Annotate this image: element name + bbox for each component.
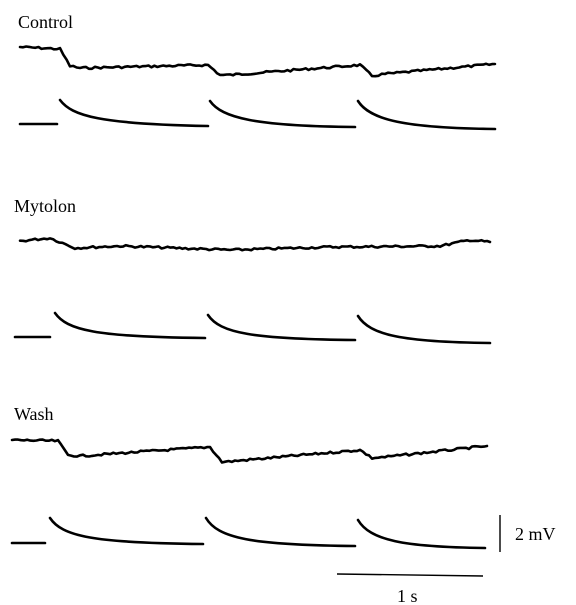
trace bbox=[18, 98, 497, 131]
panel-label: Control bbox=[18, 12, 73, 32]
scale-bar-label: 1 s bbox=[397, 586, 418, 605]
trace bbox=[18, 45, 497, 78]
panel-label: Wash bbox=[14, 404, 54, 424]
trace bbox=[18, 237, 492, 252]
trace bbox=[10, 438, 489, 464]
scale-bar-label: 2 mV bbox=[515, 524, 556, 544]
trace bbox=[13, 311, 492, 345]
scale-bar-horizontal bbox=[336, 573, 484, 577]
trace bbox=[10, 516, 487, 550]
panel-label: Mytolon bbox=[14, 196, 76, 216]
